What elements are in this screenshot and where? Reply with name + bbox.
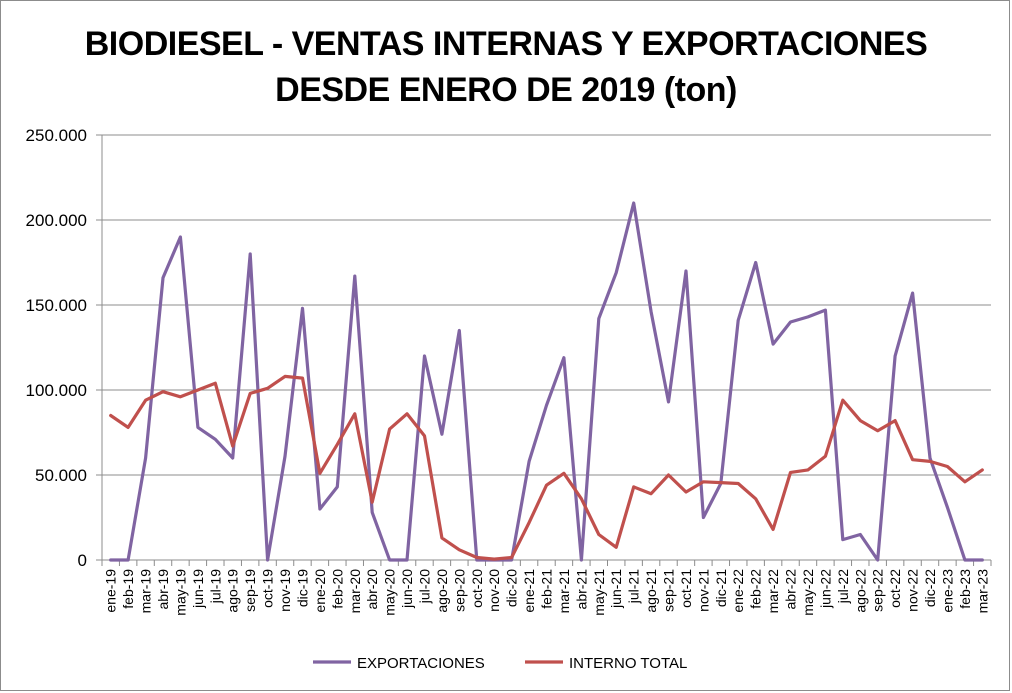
series-line-exportaciones [109, 201, 984, 562]
x-tick-label: feb-23 [957, 569, 973, 609]
x-tick-label: abr-20 [364, 569, 380, 610]
x-tick-label: abr-22 [783, 569, 799, 610]
series-lines [109, 201, 984, 562]
x-tick-label: dic-20 [504, 569, 520, 607]
x-tick-label: dic-19 [294, 569, 310, 607]
x-tick-label: abr-21 [573, 569, 589, 610]
x-tick-label: may-21 [591, 569, 607, 616]
legend-label-exportaciones: EXPORTACIONES [357, 655, 485, 672]
x-tick-label: jun-21 [608, 569, 624, 609]
y-tick-label: 0 [78, 551, 87, 570]
x-tick-label: abr-19 [155, 569, 171, 610]
chart-title: BIODIESEL - VENTAS INTERNAS Y EXPORTACIO… [84, 25, 928, 63]
x-tick-label: oct-22 [887, 569, 903, 608]
x-tick-label: nov-22 [905, 569, 921, 612]
x-tick-label: nov-20 [486, 569, 502, 612]
legend-label-interno-total: INTERNO TOTAL [569, 655, 687, 672]
x-tick-label: oct-19 [260, 569, 276, 608]
x-tick-label: jun-19 [190, 569, 206, 609]
y-tick-label: 150.000 [26, 296, 87, 315]
y-tick-label: 200.000 [26, 211, 87, 230]
x-tick-label: may-19 [172, 569, 188, 616]
x-tick-label: sep-20 [451, 569, 467, 612]
x-tick-label: oct-20 [469, 569, 485, 608]
x-tick-label: mar-23 [974, 569, 990, 614]
x-tick-label: jun-20 [399, 569, 415, 609]
x-tick-label: may-20 [382, 569, 398, 616]
x-tick-label: ago-19 [225, 569, 241, 613]
x-tick-label: ene-19 [103, 569, 119, 613]
legend: EXPORTACIONES INTERNO TOTAL [313, 655, 687, 672]
x-tick-label: dic-22 [922, 569, 938, 607]
x-tick-label: jun-22 [817, 569, 833, 609]
x-tick-label: feb-21 [539, 569, 555, 609]
x-tick-label: mar-20 [347, 569, 363, 614]
x-tick-label: nov-21 [695, 569, 711, 612]
x-tick-label: feb-22 [748, 569, 764, 609]
x-tick-label: jul-21 [626, 569, 642, 604]
x-axis: ene-19 feb-19 mar-19 abr-19 may-19 jun-19 jul-… [101, 559, 992, 616]
y-axis: 0 50.000 100.000 150.000 200.000 250.000 [26, 126, 103, 570]
x-tick-label: ago-20 [434, 569, 450, 613]
x-tick-label: mar-22 [765, 569, 781, 614]
x-tick-label: may-22 [800, 569, 816, 616]
x-tick-label: ene-23 [939, 569, 955, 613]
x-tick-label: ago-22 [852, 569, 868, 613]
x-tick-label: sep-21 [661, 569, 677, 612]
x-tick-label: sep-19 [242, 569, 258, 612]
x-tick-label: oct-21 [678, 569, 694, 608]
x-tick-label: ene-20 [312, 569, 328, 613]
y-tick-label: 250.000 [26, 126, 87, 145]
x-tick-label: ago-21 [643, 569, 659, 613]
x-tick-label: ene-21 [521, 569, 537, 613]
x-tick-label: dic-21 [713, 569, 729, 607]
x-tick-label: sep-22 [870, 569, 886, 612]
x-tick-label: nov-19 [277, 569, 293, 612]
x-tick-label: feb-20 [329, 569, 345, 609]
y-tick-label: 50.000 [35, 466, 87, 485]
y-tick-label: 100.000 [26, 381, 87, 400]
series-line-interno-total [109, 374, 984, 561]
x-tick-label: feb-19 [120, 569, 136, 609]
x-tick-label: ene-22 [730, 569, 746, 613]
x-tick-label: jul-22 [835, 569, 851, 604]
x-tick-label: jul-20 [416, 569, 432, 604]
x-tick-label: mar-21 [556, 569, 572, 614]
chart-subtitle: DESDE ENERO DE 2019 (ton) [275, 71, 737, 109]
gridlines [102, 134, 991, 476]
x-tick-label: jul-19 [207, 569, 223, 604]
x-tick-label: mar-19 [138, 569, 154, 614]
